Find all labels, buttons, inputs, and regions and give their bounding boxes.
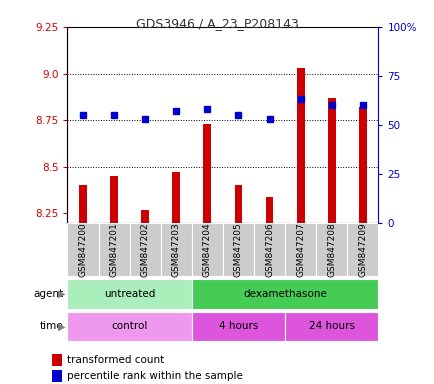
Bar: [358, 107, 366, 223]
Text: transformed count: transformed count: [67, 355, 164, 365]
Bar: [161, 223, 191, 276]
Text: GSM847204: GSM847204: [202, 222, 211, 277]
Text: GSM847203: GSM847203: [171, 222, 181, 277]
Bar: [296, 68, 304, 223]
Bar: [98, 223, 129, 276]
Text: time: time: [39, 321, 63, 331]
Text: ▶: ▶: [58, 321, 65, 331]
Bar: [172, 172, 180, 223]
Bar: [52, 354, 62, 366]
Bar: [234, 185, 242, 223]
Bar: [327, 98, 335, 223]
Bar: [316, 223, 347, 276]
Text: control: control: [111, 321, 148, 331]
Text: untreated: untreated: [104, 289, 155, 299]
Text: GSM847205: GSM847205: [233, 222, 243, 277]
Text: GSM847202: GSM847202: [140, 222, 149, 277]
Bar: [110, 176, 118, 223]
Bar: [191, 312, 285, 341]
Bar: [67, 312, 191, 341]
Text: GSM847208: GSM847208: [326, 222, 335, 277]
Text: agent: agent: [33, 289, 63, 299]
Bar: [346, 223, 378, 276]
Bar: [191, 223, 223, 276]
Bar: [141, 210, 149, 223]
Text: 24 hours: 24 hours: [308, 321, 354, 331]
Bar: [203, 124, 211, 223]
Text: GSM847206: GSM847206: [264, 222, 273, 277]
Bar: [285, 223, 316, 276]
Bar: [285, 312, 378, 341]
Text: GSM847207: GSM847207: [296, 222, 305, 277]
Bar: [191, 279, 378, 308]
Bar: [67, 279, 191, 308]
Bar: [129, 223, 161, 276]
Bar: [265, 197, 273, 223]
Bar: [222, 223, 253, 276]
Text: dexamethasone: dexamethasone: [243, 289, 326, 299]
Text: ▶: ▶: [58, 289, 65, 299]
Text: percentile rank within the sample: percentile rank within the sample: [67, 371, 243, 381]
Text: GSM847200: GSM847200: [78, 222, 87, 277]
Text: GDS3946 / A_23_P208143: GDS3946 / A_23_P208143: [136, 17, 298, 30]
Bar: [67, 223, 98, 276]
Bar: [52, 370, 62, 382]
Bar: [253, 223, 285, 276]
Text: 4 hours: 4 hours: [218, 321, 258, 331]
Bar: [79, 185, 87, 223]
Text: GSM847209: GSM847209: [358, 222, 367, 277]
Text: GSM847201: GSM847201: [109, 222, 118, 277]
